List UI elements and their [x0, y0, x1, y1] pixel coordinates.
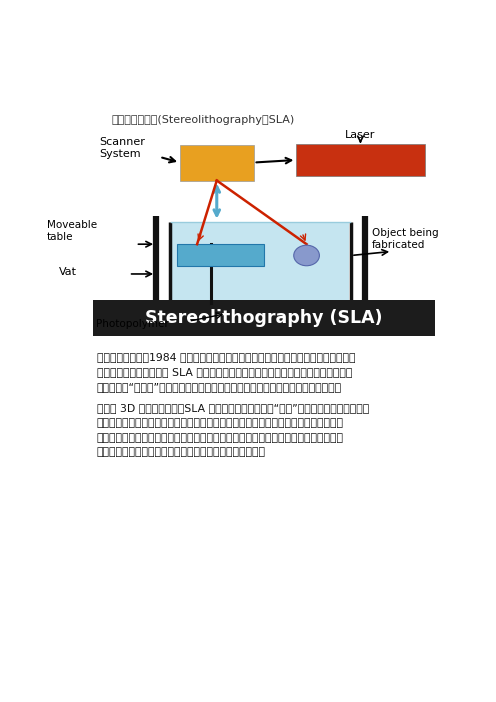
Text: Stereolithography (SLA): Stereolithography (SLA)	[145, 310, 382, 327]
Text: 个薄层的固化截面，而未被扫描到的树脂保持原来的液态。: 个薄层的固化截面，而未被扫描到的树脂保持原来的液态。	[97, 447, 265, 458]
FancyBboxPatch shape	[180, 145, 253, 180]
Ellipse shape	[294, 245, 319, 266]
Text: Object being
fabricated: Object being fabricated	[372, 228, 438, 250]
Text: Scanner
System: Scanner System	[100, 138, 145, 159]
FancyBboxPatch shape	[93, 300, 435, 336]
Text: 在的快速成型设备中，以 SLA 的研究最为深入，运用也最为广泛。平时我们通常将这: 在的快速成型设备中，以 SLA 的研究最为深入，运用也最为广泛。平时我们通常将这	[97, 366, 352, 377]
Text: Vat: Vat	[59, 267, 76, 277]
Text: Laser: Laser	[345, 131, 375, 140]
Text: Photopolymer: Photopolymer	[96, 319, 169, 329]
FancyBboxPatch shape	[296, 143, 425, 176]
FancyBboxPatch shape	[177, 244, 264, 266]
Text: 与其它 3D 打印工艺一样，SLA 光固化设备也会在开始“打印”物体前，将物体的三维数: 与其它 3D 打印工艺一样，SLA 光固化设备也会在开始“打印”物体前，将物体的…	[97, 403, 369, 413]
FancyBboxPatch shape	[172, 222, 349, 303]
Text: 种工艺简称“光固化”，该工艺的基础是能在紫外光照射下产生聚合反应的光敏树脂。: 种工艺简称“光固化”，该工艺的基础是能在紫外光照射下产生聚合反应的光敏树脂。	[97, 382, 342, 392]
Text: 光固化立体造型(Stereolithography，SLA): 光固化立体造型(Stereolithography，SLA)	[112, 115, 295, 125]
Text: 逐点扫描。被扫描到的树脂薄层会产生聚合反应，由点逐渐形成线，最终形成零件的一: 逐点扫描。被扫描到的树脂薄层会产生聚合反应，由点逐渐形成线，最终形成零件的一	[97, 432, 344, 443]
Text: 据维基百科记载，1984 年的第一台快速成形设备采用的就是光固化立体造型工艺，现: 据维基百科记载，1984 年的第一台快速成形设备采用的就是光固化立体造型工艺，现	[97, 352, 355, 362]
Text: 字模型切片，然后电脑控制下，紫外激光会沿着零件各分层截面轮廓，对液态树脂进行: 字模型切片，然后电脑控制下，紫外激光会沿着零件各分层截面轮廓，对液态树脂进行	[97, 418, 344, 428]
Text: Moveable
table: Moveable table	[47, 220, 97, 241]
